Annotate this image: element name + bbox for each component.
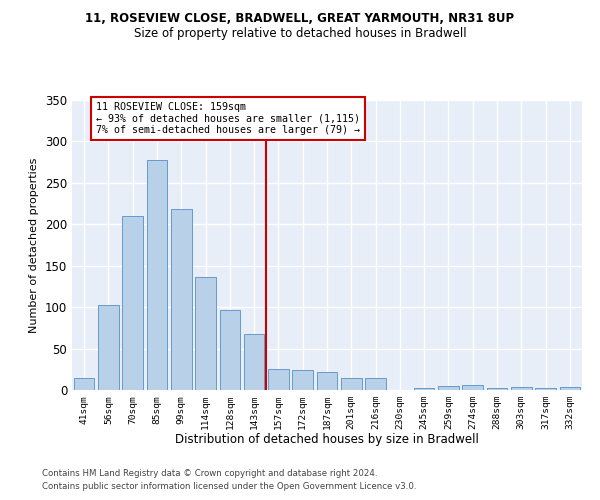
Bar — [146, 160, 167, 390]
Bar — [195, 278, 216, 390]
Text: Contains HM Land Registry data © Crown copyright and database right 2024.: Contains HM Land Registry data © Crown c… — [42, 468, 377, 477]
Bar — [511, 386, 532, 390]
Bar — [438, 386, 459, 390]
Text: Distribution of detached houses by size in Bradwell: Distribution of detached houses by size … — [175, 432, 479, 446]
Bar — [74, 378, 94, 390]
Bar — [560, 386, 580, 390]
Y-axis label: Number of detached properties: Number of detached properties — [29, 158, 40, 332]
Bar — [535, 388, 556, 390]
Bar — [220, 310, 240, 390]
Bar — [292, 370, 313, 390]
Text: Size of property relative to detached houses in Bradwell: Size of property relative to detached ho… — [134, 28, 466, 40]
Bar — [317, 372, 337, 390]
Text: Contains public sector information licensed under the Open Government Licence v3: Contains public sector information licen… — [42, 482, 416, 491]
Bar — [268, 370, 289, 390]
Bar — [244, 334, 265, 390]
Bar — [487, 388, 508, 390]
Bar — [122, 216, 143, 390]
Bar — [171, 210, 191, 390]
Text: 11, ROSEVIEW CLOSE, BRADWELL, GREAT YARMOUTH, NR31 8UP: 11, ROSEVIEW CLOSE, BRADWELL, GREAT YARM… — [85, 12, 515, 26]
Bar — [341, 378, 362, 390]
Bar — [98, 306, 119, 390]
Bar — [463, 385, 483, 390]
Bar — [365, 378, 386, 390]
Text: 11 ROSEVIEW CLOSE: 159sqm
← 93% of detached houses are smaller (1,115)
7% of sem: 11 ROSEVIEW CLOSE: 159sqm ← 93% of detac… — [96, 102, 360, 135]
Bar — [414, 388, 434, 390]
